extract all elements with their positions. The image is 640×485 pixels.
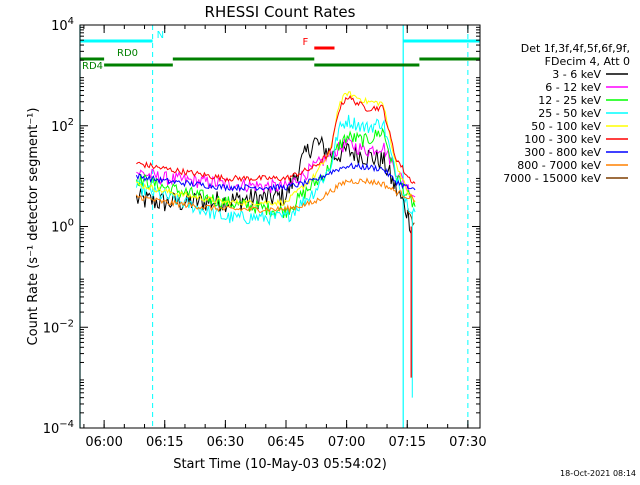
y-tick-label-0: 10−4 bbox=[43, 419, 74, 437]
chart-title: RHESSI Count Rates bbox=[205, 3, 356, 21]
flag-label-f: F bbox=[303, 37, 309, 48]
series-line-3 bbox=[135, 114, 416, 227]
legend-entry-8: 7000 - 15000 keV bbox=[503, 172, 601, 185]
x-tick-label-1: 06:15 bbox=[146, 435, 183, 450]
series-line-0 bbox=[135, 135, 412, 234]
x-tick-label-0: 06:00 bbox=[85, 435, 122, 450]
legend-header-0: Det 1f,3f,4f,5f,6f,9f, bbox=[521, 42, 630, 55]
y-tick-label-3: 102 bbox=[51, 117, 74, 135]
x-tick-label-5: 07:15 bbox=[389, 435, 426, 450]
plot-layer: N F RD0 RD4 06:00 06:15 06:30 06:45 07:00 07:15 07… bbox=[43, 16, 630, 450]
y-tick-label-1: 10−2 bbox=[43, 318, 74, 336]
plot-frame bbox=[79, 24, 481, 429]
legend-entry-5: 100 - 300 keV bbox=[524, 133, 601, 146]
series-line-4 bbox=[136, 91, 416, 207]
series-line-8 bbox=[406, 209, 415, 227]
series-line-5 bbox=[136, 94, 416, 184]
footnote-timestamp: 18-Oct-2021 08:14 bbox=[560, 469, 636, 478]
y-axis-label: Count Rate (s⁻¹ detector segment⁻¹) bbox=[26, 108, 41, 346]
y-tick-label-4: 104 bbox=[51, 16, 74, 34]
series-line-7 bbox=[135, 177, 416, 214]
x-axis-label: Start Time (10-May-03 05:54:02) bbox=[173, 457, 387, 472]
series-line-6 bbox=[135, 162, 416, 192]
flag-label-rd0: RD0 bbox=[117, 48, 138, 59]
x-tick-label-2: 06:30 bbox=[207, 435, 244, 450]
legend-entry-0: 3 - 6 keV bbox=[552, 68, 601, 81]
legend-entry-3: 25 - 50 keV bbox=[538, 107, 601, 120]
y-tick-label-2: 100 bbox=[51, 218, 74, 236]
x-tick-label-6: 07:30 bbox=[449, 435, 486, 450]
legend-entry-4: 50 - 100 keV bbox=[531, 120, 601, 133]
x-tick-label-4: 07:00 bbox=[328, 435, 365, 450]
x-tick-label-3: 06:45 bbox=[267, 435, 304, 450]
flag-label-n: N bbox=[157, 30, 164, 41]
legend-header-1: FDecim 4, Att 0 bbox=[545, 55, 630, 68]
legend-entry-2: 12 - 25 keV bbox=[538, 94, 601, 107]
flag-label-rd4: RD4 bbox=[82, 61, 103, 72]
legend-entry-1: 6 - 12 keV bbox=[545, 81, 601, 94]
legend-entry-7: 800 - 7000 keV bbox=[517, 159, 601, 172]
legend-entry-6: 300 - 800 keV bbox=[524, 146, 601, 159]
